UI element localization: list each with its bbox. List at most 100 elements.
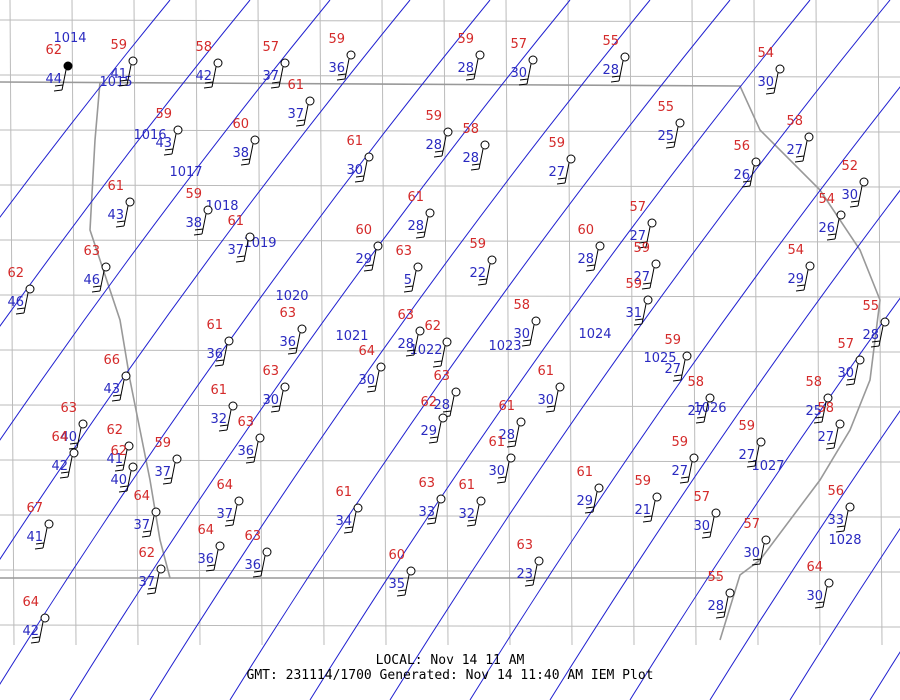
sky-cover xyxy=(438,413,448,423)
station: 63 28 xyxy=(433,369,461,418)
sky-cover xyxy=(855,355,865,365)
sky-cover xyxy=(805,261,815,271)
sky-cover xyxy=(415,326,425,336)
temperature: 61 xyxy=(335,485,352,500)
sky-cover xyxy=(172,454,182,464)
wind-barb xyxy=(296,119,306,122)
dewpoint: 23 xyxy=(516,567,533,582)
wind-staff xyxy=(680,359,686,381)
county-line xyxy=(0,349,900,353)
temperature: 59 xyxy=(185,187,202,202)
sky-cover xyxy=(689,453,699,463)
wind-staff xyxy=(802,140,808,162)
temperature: 64 xyxy=(51,430,68,445)
sky-cover xyxy=(475,50,485,60)
county-line xyxy=(257,0,263,646)
temperature: 63 xyxy=(60,401,77,416)
wind-staff xyxy=(822,586,828,608)
isobar-line xyxy=(149,0,651,700)
wind-staff xyxy=(351,511,357,533)
wind-barb xyxy=(115,225,125,228)
wind-staff xyxy=(23,292,29,314)
temperature: 54 xyxy=(757,46,774,61)
wind-staff xyxy=(411,270,417,292)
dewpoint: 26 xyxy=(818,221,835,236)
dewpoint: 37 xyxy=(287,107,304,122)
wind-barb xyxy=(205,569,215,572)
dewpoint: 40 xyxy=(110,473,127,488)
dewpoint: 25 xyxy=(805,404,822,419)
sky-cover xyxy=(725,588,735,598)
temperature: 57 xyxy=(629,200,646,215)
wind-barb xyxy=(396,594,406,597)
temperature: 55 xyxy=(862,299,879,314)
wind-barb xyxy=(241,158,251,161)
isobar-line xyxy=(709,410,900,700)
wind-barb xyxy=(236,255,246,258)
temperature: 63 xyxy=(516,538,533,553)
wind-barb xyxy=(751,563,761,566)
sky-cover xyxy=(775,64,785,74)
sky-cover xyxy=(128,56,138,66)
sky-cover xyxy=(675,118,685,128)
temperature: 64 xyxy=(133,489,150,504)
wind-barb xyxy=(518,83,528,86)
temperature: 59 xyxy=(634,474,651,489)
county-line xyxy=(0,239,900,243)
dewpoint: 37 xyxy=(138,575,155,590)
station: 59 28 xyxy=(425,109,453,158)
wind-barb xyxy=(403,290,413,293)
county-line xyxy=(443,0,449,646)
wind-barb xyxy=(235,260,245,263)
temperature: 62 xyxy=(420,395,437,410)
station: 59 21 xyxy=(634,474,662,523)
wind-staff xyxy=(170,462,176,484)
temperature: 59 xyxy=(155,107,172,122)
wind-barb xyxy=(826,442,836,445)
sky-cover xyxy=(836,210,846,220)
dewpoint: 29 xyxy=(420,424,437,439)
station: 55 28 xyxy=(707,570,735,619)
sky-cover xyxy=(705,393,715,403)
dewpoint: 37 xyxy=(227,243,244,258)
wind-barb xyxy=(433,360,443,363)
station: 62 xyxy=(424,319,452,368)
wind-barb xyxy=(643,515,653,518)
station: 58 27 xyxy=(817,401,845,450)
station: 61 30 xyxy=(346,134,374,183)
temperature: 60 xyxy=(232,117,249,132)
sky-cover xyxy=(751,157,761,167)
wind-staff xyxy=(248,143,254,165)
sky-cover xyxy=(761,535,771,545)
wind-staff xyxy=(834,218,840,240)
wind-staff xyxy=(821,401,827,423)
wind-barb xyxy=(815,601,825,604)
sky-cover xyxy=(262,547,272,557)
dewpoint: 44 xyxy=(45,72,62,87)
wind-barb xyxy=(53,89,63,92)
temperature: 59 xyxy=(154,436,171,451)
wind-barb xyxy=(344,526,354,529)
wind-barb xyxy=(666,141,676,144)
sky-cover xyxy=(124,441,134,451)
dewpoint: 28 xyxy=(862,328,879,343)
wind-staff xyxy=(803,269,809,291)
wind-barb xyxy=(141,535,151,538)
wind-barb xyxy=(846,378,856,381)
county-line xyxy=(0,19,900,23)
temperature: 61 xyxy=(227,214,244,229)
isobar-label: 1015 xyxy=(99,75,132,90)
dewpoint: 37 xyxy=(133,518,150,533)
wind-staff xyxy=(119,379,125,401)
temperature: 57 xyxy=(262,40,279,55)
wind-barb xyxy=(146,592,156,595)
wind-barb xyxy=(742,180,752,183)
station: 61 36 xyxy=(206,318,234,367)
wind-barb xyxy=(506,445,516,448)
dewpoint: 30 xyxy=(841,188,858,203)
sky-cover xyxy=(595,241,605,251)
station: 58 30 xyxy=(513,298,541,347)
wind-barb xyxy=(466,73,476,76)
